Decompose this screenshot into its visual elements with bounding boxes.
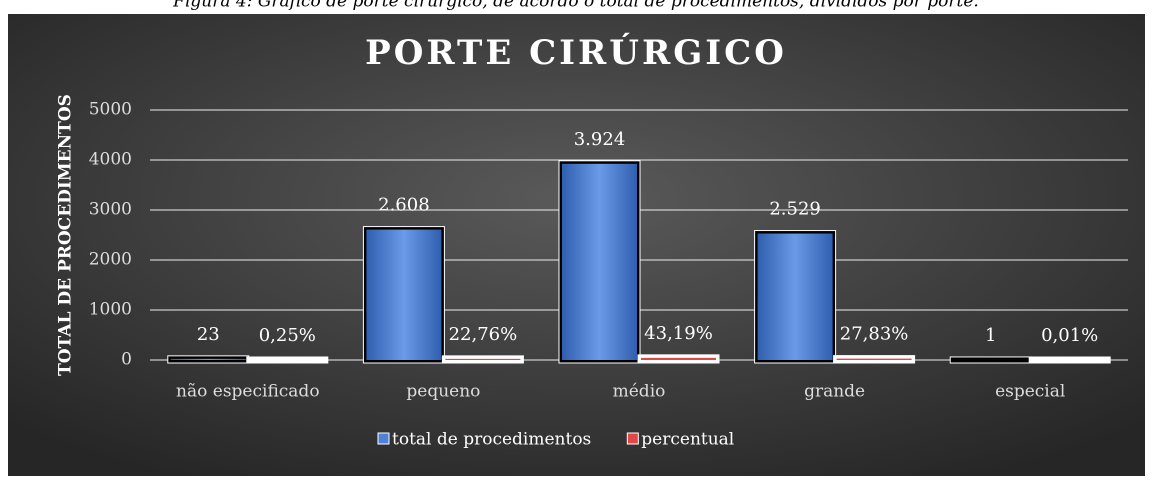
data-label: 2.608 [378, 195, 430, 216]
data-label: 3.924 [574, 129, 626, 150]
y-axis-label: TOTAL DE PROCEDIMENTOS [56, 94, 76, 376]
chart-title: PORTE CIRÚRGICO [365, 32, 787, 73]
x-tick-label: especial [995, 382, 1065, 402]
data-label: 0,01% [1041, 325, 1098, 346]
caption: Figura 4: Gráfico de porte cirúrgico, de… [172, 0, 979, 12]
y-tick-label: 5000 [89, 100, 132, 120]
data-label: 27,83% [840, 324, 909, 345]
legend-swatch [627, 433, 638, 444]
data-label: 43,19% [644, 323, 713, 344]
bar [366, 230, 441, 360]
bar [641, 358, 716, 360]
y-tick-label: 2000 [89, 250, 132, 270]
bar [758, 234, 833, 360]
x-tick-label: grande [804, 382, 865, 402]
y-tick-label: 3000 [89, 200, 132, 220]
bar [171, 359, 246, 360]
data-label: 0,25% [259, 325, 316, 346]
x-tick-label: não especificado [176, 382, 320, 402]
x-tick-label: pequeno [406, 382, 480, 402]
y-tick-label: 1000 [89, 300, 132, 320]
x-tick-label: médio [613, 382, 666, 402]
data-label: 2.529 [769, 199, 821, 220]
legend-label: percentual [641, 430, 734, 450]
legend-label: total de procedimentos [392, 430, 591, 450]
y-tick-label: 4000 [89, 150, 132, 170]
data-label: 1 [985, 325, 996, 346]
bar [445, 359, 520, 360]
legend-swatch [378, 433, 389, 444]
y-tick-label: 0 [121, 350, 132, 370]
bar [837, 359, 912, 360]
data-label: 23 [197, 324, 220, 345]
data-label: 22,76% [449, 324, 518, 345]
bar [562, 164, 637, 360]
